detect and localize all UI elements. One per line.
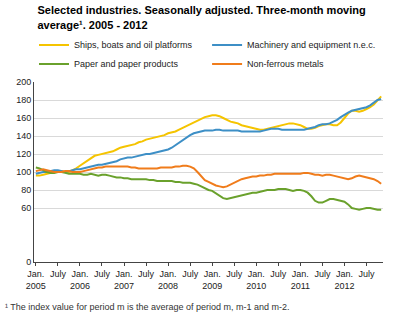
svg-text:200: 200	[16, 77, 31, 87]
svg-text:60: 60	[21, 203, 31, 213]
svg-text:100: 100	[16, 167, 31, 177]
svg-text:Jan.2012: Jan.2012	[334, 269, 354, 291]
svg-text:July: July	[182, 269, 199, 279]
svg-text:140: 140	[16, 131, 31, 141]
svg-text:80: 80	[21, 185, 31, 195]
svg-text:Jan.2008: Jan.2008	[158, 269, 178, 291]
svg-text:160: 160	[16, 113, 31, 123]
svg-text:Jan.2010: Jan.2010	[246, 269, 266, 291]
svg-text:180: 180	[16, 95, 31, 105]
svg-text:Jan.2005: Jan.2005	[26, 269, 46, 291]
svg-text:July: July	[94, 269, 111, 279]
svg-text:July: July	[50, 269, 67, 279]
svg-text:Paper and paper products: Paper and paper products	[74, 59, 179, 69]
svg-text:July: July	[314, 269, 331, 279]
svg-text:July: July	[358, 269, 375, 279]
svg-text:Jan.2006: Jan.2006	[70, 269, 90, 291]
svg-text:Selected industries. Seasonall: Selected industries. Seasonally adjusted…	[37, 4, 365, 30]
svg-text:120: 120	[16, 149, 31, 159]
svg-text:0: 0	[26, 257, 31, 267]
svg-text:Non-ferrous metals: Non-ferrous metals	[247, 59, 324, 69]
svg-text:Ships, boats and oil platforms: Ships, boats and oil platforms	[74, 40, 193, 50]
svg-text:Jan.2011: Jan.2011	[291, 269, 310, 291]
svg-text:July: July	[270, 269, 287, 279]
svg-text:July: July	[226, 269, 243, 279]
svg-text:July: July	[138, 269, 155, 279]
svg-text:¹ The index value for period m: ¹ The index value for period m is the av…	[5, 302, 289, 312]
svg-text:Jan.2009: Jan.2009	[202, 269, 222, 291]
svg-text:Machinery and equipment n.e.c.: Machinery and equipment n.e.c.	[247, 40, 375, 50]
svg-text:Jan.2007: Jan.2007	[114, 269, 134, 291]
